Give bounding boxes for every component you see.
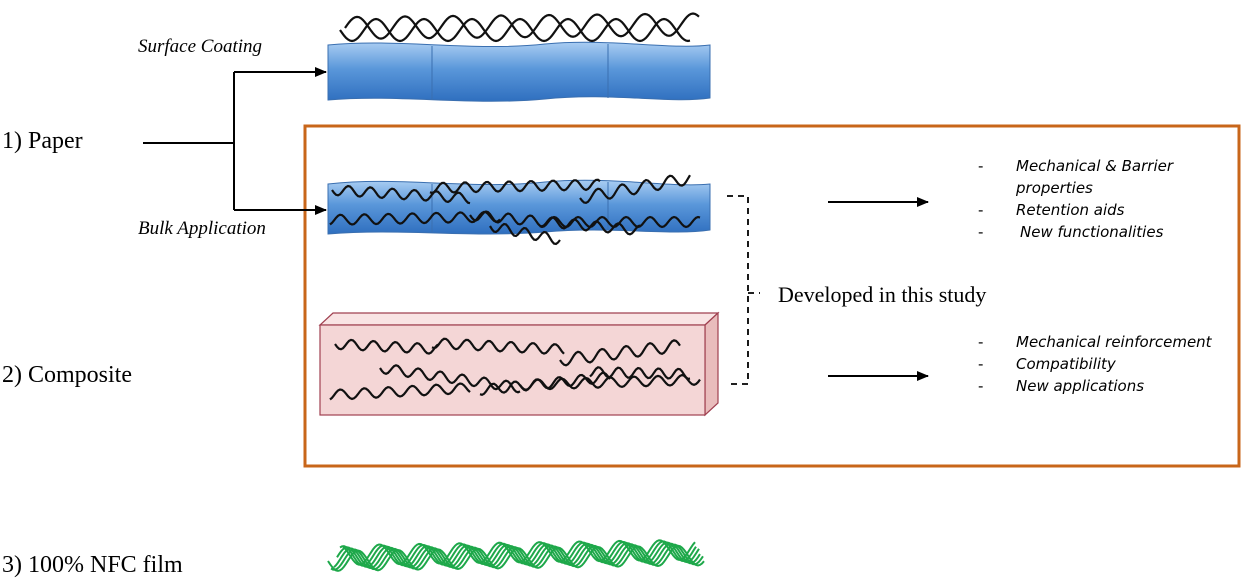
paper-branch-arrows: [143, 67, 327, 215]
fiber: [429, 178, 601, 195]
list-item: New functionalities: [978, 221, 1246, 243]
list-item: Retention aids: [978, 199, 1246, 221]
fiber: [329, 382, 471, 401]
fiber: [539, 215, 701, 229]
study-box: [303, 124, 1241, 468]
composite-block: [318, 311, 720, 417]
list-item: Compatibility: [978, 353, 1212, 375]
composite-fibers: [329, 337, 701, 401]
fiber: [339, 17, 691, 43]
fiber: [489, 222, 561, 246]
surface-coating-fibers: [339, 12, 700, 43]
paper-outcomes-list: Mechanical & Barrier properties Retentio…: [978, 155, 1246, 243]
nfc-film-label: 3) 100% NFC film: [2, 552, 183, 578]
composite-label: 2) Composite: [2, 362, 132, 388]
fiber: [379, 364, 521, 394]
fiber: [342, 539, 696, 566]
fiber: [336, 541, 700, 568]
developed-in-study-label: Developed in this study: [778, 282, 987, 307]
fiber: [589, 366, 691, 381]
fiber: [579, 174, 691, 205]
paper-label: 1) Paper: [2, 128, 83, 154]
list-item: Mechanical reinforcement: [978, 331, 1212, 353]
fiber: [469, 210, 641, 236]
bulk-application-label: Bulk Application: [138, 218, 266, 239]
fiber: [344, 12, 700, 40]
fiber: [559, 339, 681, 367]
surface-coated-paper-sheet: [327, 41, 711, 102]
fiber: [334, 338, 440, 355]
nfc-film-fibers: [327, 539, 705, 572]
list-item: Mechanical & Barrier properties: [978, 155, 1246, 199]
fiber: [331, 184, 471, 205]
surface-coating-label: Surface Coating: [138, 36, 263, 57]
developed-bracket: [727, 195, 760, 385]
fiber: [333, 542, 701, 570]
bulk-fibers: [329, 174, 701, 246]
fiber: [431, 337, 565, 355]
list-item: New applications: [978, 375, 1212, 397]
composite-outcomes-list: Mechanical reinforcement Compatibility N…: [978, 331, 1212, 397]
fiber: [329, 210, 501, 226]
bulk-paper-sheet: [327, 179, 711, 235]
